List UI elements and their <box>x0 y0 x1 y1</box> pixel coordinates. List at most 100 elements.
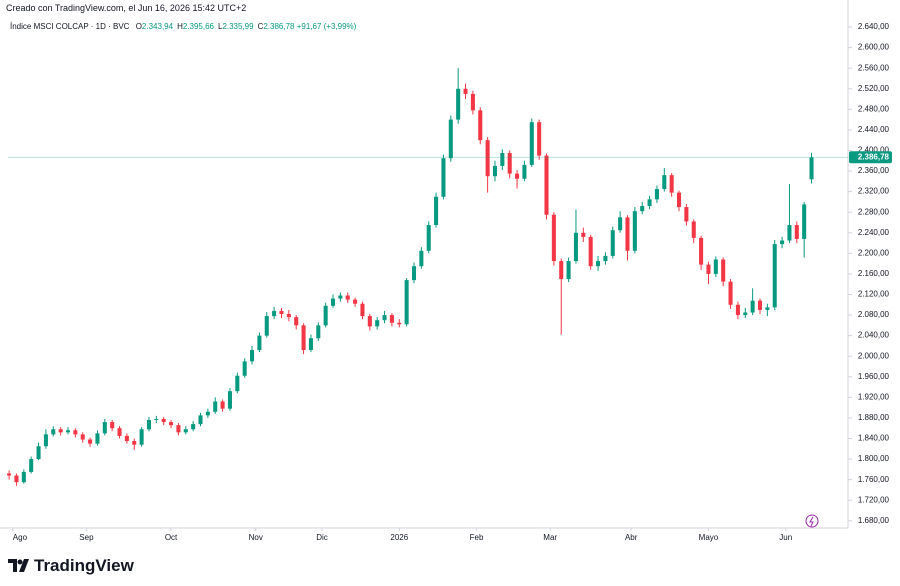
candle-body <box>426 225 431 251</box>
y-tick-label: 1.720,00 <box>858 495 890 504</box>
candle-body <box>507 153 512 174</box>
x-tick-label: Mar <box>543 533 557 542</box>
candle-body <box>323 305 328 326</box>
candle-body <box>14 475 19 483</box>
candle-body <box>515 173 520 179</box>
legend-key: H <box>177 22 183 31</box>
candle-body <box>662 175 667 190</box>
candle-body <box>286 314 291 318</box>
x-tick-label: Dic <box>316 533 328 542</box>
candle-body <box>338 295 343 299</box>
candle-body <box>124 435 129 442</box>
candle-body <box>375 320 380 327</box>
candle-body <box>470 93 475 111</box>
y-tick-label: 2.360,00 <box>858 166 890 175</box>
candle-body <box>205 411 210 416</box>
symbol: Índice MSCI COLCAP · 1D · BVC <box>10 22 130 31</box>
candle-body <box>478 110 483 141</box>
x-tick-label: Feb <box>470 533 484 542</box>
candle-body <box>132 441 137 445</box>
x-tick-label: Mayo <box>699 533 719 542</box>
y-tick-label: 1.840,00 <box>858 434 890 443</box>
candle-body <box>441 158 446 197</box>
candle-body <box>750 300 755 313</box>
candle-body <box>58 429 63 433</box>
candle-body <box>787 225 792 241</box>
candle-body <box>242 361 247 376</box>
candle-body <box>765 307 770 310</box>
y-tick-label: 1.760,00 <box>858 475 890 484</box>
x-tick-label: Oct <box>165 533 178 542</box>
candle-body <box>43 434 48 447</box>
candle-body <box>279 310 284 315</box>
candle-body <box>161 418 166 423</box>
candle-body <box>176 425 181 433</box>
candle-body <box>500 153 505 166</box>
y-tick-label: 1.680,00 <box>858 516 890 525</box>
candle-body <box>713 259 718 274</box>
legend-key: C <box>257 22 264 31</box>
candle-body <box>183 429 188 433</box>
candle-body <box>51 429 56 435</box>
legend: Índice MSCI COLCAP · 1D · BVC O2.343,94 H… <box>10 22 356 31</box>
y-tick-label: 1.960,00 <box>858 372 890 381</box>
candle-body <box>213 401 218 412</box>
candle-body <box>581 232 586 237</box>
candle-body <box>301 325 306 351</box>
candle-body <box>191 424 196 430</box>
candle-body <box>537 122 542 156</box>
candle-body <box>757 300 763 310</box>
y-tick-label: 1.800,00 <box>858 454 890 463</box>
candle-body <box>551 214 556 262</box>
candle-body <box>809 157 814 180</box>
candle-body <box>316 325 321 339</box>
candle-body <box>65 430 71 433</box>
legend-key: L <box>217 22 223 31</box>
candle-body <box>169 422 174 426</box>
candle-body <box>146 419 152 430</box>
legend-value: 2.386,78 <box>263 22 295 31</box>
candle-body <box>360 303 365 317</box>
candle-body <box>389 315 394 323</box>
candle-body <box>529 122 534 165</box>
header: Creado con TradingView.com, el Jun 16, 2… <box>6 3 247 13</box>
candle-body <box>353 299 358 304</box>
event-icon[interactable] <box>805 514 819 528</box>
candle-body <box>463 88 468 94</box>
candle-body <box>250 350 255 362</box>
candle-body <box>434 196 439 226</box>
candle-body <box>559 261 564 280</box>
candle-body <box>669 175 674 193</box>
logo: TradingView <box>8 556 134 576</box>
y-tick-label: 2.080,00 <box>858 310 890 319</box>
candle-body <box>102 422 107 434</box>
candle-body <box>676 192 682 208</box>
y-tick-label: 2.440,00 <box>858 125 890 134</box>
candle-body <box>139 429 144 445</box>
x-tick-label: Nov <box>249 533 263 542</box>
y-tick-label: 2.280,00 <box>858 207 890 216</box>
y-tick-label: 2.480,00 <box>858 104 890 113</box>
y-tick-label: 2.120,00 <box>858 290 890 299</box>
candle-body <box>117 428 122 436</box>
candle-body <box>404 280 409 325</box>
candle-body <box>36 446 41 460</box>
candle-body <box>110 422 115 429</box>
candle-body <box>264 316 269 336</box>
candle-body <box>7 473 12 476</box>
candle-body <box>272 310 277 317</box>
y-tick-label: 2.160,00 <box>858 269 890 278</box>
x-tick-label: 2026 <box>390 533 408 542</box>
logo-icon <box>8 559 29 572</box>
legend-value: 2.335,99 <box>222 22 254 31</box>
y-tick-label: 2.560,00 <box>858 63 890 72</box>
candle-body <box>456 88 461 120</box>
last-price-label: 2.386,78 <box>858 152 890 161</box>
candle-body <box>802 204 807 239</box>
candle-body <box>625 217 630 251</box>
candle-body <box>735 304 740 316</box>
legend-value: 2.395,66 <box>182 22 214 31</box>
candle-body <box>154 418 159 420</box>
